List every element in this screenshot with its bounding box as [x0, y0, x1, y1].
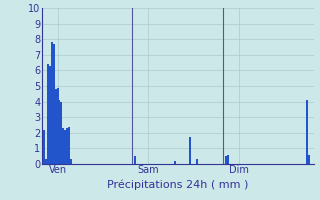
Bar	[134, 156, 136, 164]
Bar	[60, 102, 62, 164]
Bar	[62, 128, 64, 164]
Bar	[68, 127, 70, 164]
Bar	[57, 88, 59, 164]
Bar	[196, 159, 198, 164]
Bar	[70, 159, 72, 164]
Bar	[64, 130, 66, 164]
Bar	[55, 89, 57, 164]
Bar	[308, 155, 310, 164]
Bar	[225, 156, 227, 164]
X-axis label: Précipitations 24h ( mm ): Précipitations 24h ( mm )	[107, 180, 248, 190]
Bar	[53, 44, 55, 164]
Bar	[51, 42, 53, 164]
Bar	[49, 66, 51, 164]
Bar	[42, 159, 44, 164]
Bar	[66, 128, 68, 164]
Bar	[47, 64, 49, 164]
Bar	[189, 137, 191, 164]
Bar	[306, 100, 308, 164]
Bar	[174, 161, 176, 164]
Bar	[45, 159, 47, 164]
Bar	[59, 100, 60, 164]
Bar	[227, 155, 228, 164]
Bar	[44, 130, 45, 164]
